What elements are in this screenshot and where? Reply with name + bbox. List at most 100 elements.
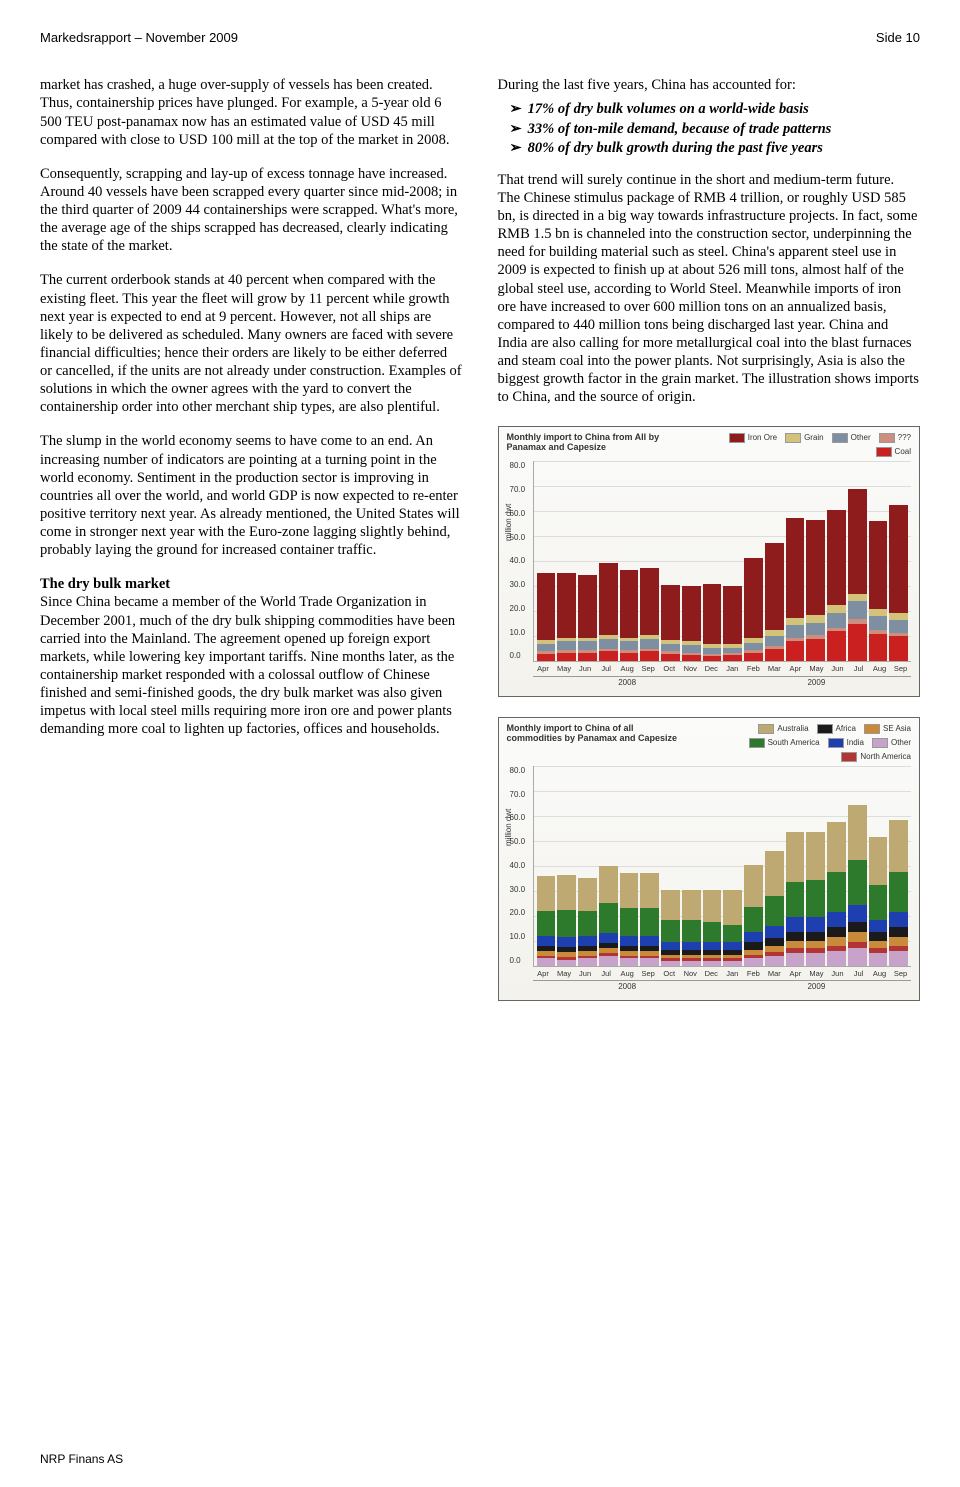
y-tick: 70.0 [510,485,526,495]
bar-segment [640,568,659,636]
chart-legend: AustraliaAfricaSE AsiaSouth AmericaIndia… [691,724,911,762]
legend-label: Iron Ore [748,433,777,443]
legend-label: Other [891,738,911,748]
x-tick: Jan [722,664,743,673]
x-tick: Apr [785,969,806,978]
bar-segment [786,641,805,661]
legend-label: ??? [898,433,911,443]
bar-segment [703,584,722,644]
x-tick: Jun [575,664,596,673]
bar-segment [765,649,784,662]
bar-segment [557,641,576,650]
x-tick: Sep [638,969,659,978]
legend-swatch [758,724,774,734]
legend-item: SE Asia [864,724,911,734]
legend-label: India [847,738,864,748]
bar-segment [827,613,846,628]
legend-item: Other [832,433,871,443]
bar-segment [806,639,825,662]
bar-segment [786,832,805,882]
bar [578,575,597,661]
p-scrapping: Consequently, scrapping and lay-up of ex… [40,165,463,256]
bar-segment [889,620,908,633]
bar-segment [537,876,556,911]
bar-segment [661,942,680,950]
bar-segment [765,956,784,966]
bar-segment [620,908,639,936]
y-tick: 0.0 [510,956,526,966]
p-slump: The slump in the world economy seems to … [40,432,463,559]
bar-segment [723,961,742,966]
bar-segment [620,873,639,908]
legend-swatch [828,738,844,748]
bar-segment [599,956,618,966]
x-tick: Nov [680,969,701,978]
x-tick: May [806,969,827,978]
bar [682,890,701,966]
x-tick: Feb [743,664,764,673]
x-tick: Jun [575,969,596,978]
bar-segment [578,575,597,638]
bar-segment [578,653,597,662]
bar-segment [765,938,784,946]
chart-imports-commodity: Monthly import to China from All by Pana… [498,426,921,696]
x-tick: Dec [701,969,722,978]
bar [661,890,680,966]
bar [640,568,659,662]
legend-swatch [785,433,801,443]
bar-segment [827,510,846,605]
bar-segment [827,937,846,946]
bar-segment [806,880,825,918]
bar-segment [640,908,659,936]
bar-segment [869,609,888,617]
bar-segment [640,639,659,649]
bar-segment [537,644,556,652]
bar-segment [889,937,908,946]
bar [848,489,867,662]
bar [806,832,825,966]
bar-segment [640,936,659,946]
chart-plot: 0.010.020.030.040.050.060.070.080.0milli… [533,766,912,967]
bar-segment [723,586,742,644]
chart-title: Monthly import to China of all commoditi… [507,724,687,762]
bar-segment [578,878,597,911]
x-tick: Sep [890,969,911,978]
bar [723,890,742,966]
bar-segment [537,573,556,641]
bar-segment [806,953,825,966]
header-right: Side 10 [876,30,920,46]
bar [786,832,805,966]
bar-segment [620,958,639,966]
header-left: Markedsrapport – November 2009 [40,30,238,46]
bar-segment [682,645,701,653]
bar-segment [744,932,763,942]
y-axis-label: million dwt [504,504,514,541]
bar-segment [786,618,805,626]
bar-segment [869,885,888,920]
x-tick: Oct [659,664,680,673]
bar [869,521,888,661]
bar-segment [640,958,659,966]
bar-segment [682,961,701,966]
bar [869,837,888,966]
x-tick: Sep [638,664,659,673]
x-tick: Sep [890,664,911,673]
legend-label: South America [768,738,820,748]
x-tick: Aug [869,664,890,673]
x-tick: Mar [764,969,785,978]
bar-segment [723,655,742,661]
bar-segment [703,942,722,950]
bar-segment [640,873,659,908]
bar-segment [682,920,701,943]
bar-segment [889,912,908,927]
bar-segment [557,937,576,947]
bar-segment [786,917,805,932]
bar-segment [806,917,825,932]
bar [765,851,784,966]
bar [661,585,680,661]
bar-segment [620,653,639,662]
bar-segment [806,615,825,623]
bar-segment [806,520,825,615]
bar-segment [806,623,825,636]
bar [848,805,867,966]
